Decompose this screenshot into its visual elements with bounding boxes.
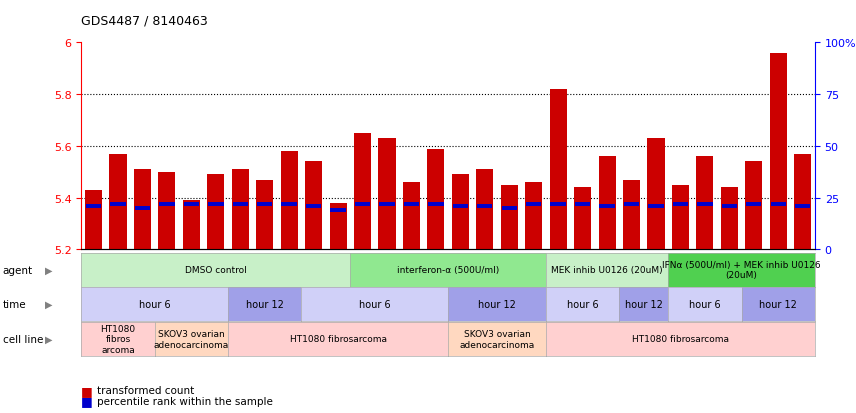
Bar [257, 203, 272, 206]
Text: ▶: ▶ [45, 299, 52, 309]
Bar [795, 205, 811, 208]
Bar [134, 170, 151, 250]
Bar [158, 173, 175, 250]
Text: MEK inhib U0126 (20uM): MEK inhib U0126 (20uM) [551, 266, 663, 275]
Bar [110, 203, 126, 206]
Bar [550, 203, 566, 206]
Bar [85, 190, 102, 250]
Bar [696, 157, 713, 250]
Bar [623, 180, 640, 250]
Bar [575, 203, 591, 206]
Bar [159, 203, 175, 206]
Bar [306, 205, 321, 208]
Bar [232, 170, 249, 250]
Bar [722, 205, 737, 208]
Text: interferon-α (500U/ml): interferon-α (500U/ml) [397, 266, 499, 275]
Bar [330, 209, 346, 212]
Bar [208, 203, 223, 206]
Bar [453, 205, 468, 208]
Bar [282, 203, 297, 206]
Bar [476, 170, 493, 250]
Text: hour 6: hour 6 [567, 299, 598, 309]
Bar [452, 175, 469, 250]
Bar [403, 183, 420, 250]
Bar [501, 185, 518, 250]
Bar [281, 152, 298, 250]
Bar [354, 134, 372, 250]
Text: hour 6: hour 6 [139, 299, 170, 309]
Bar [648, 205, 663, 208]
Bar [574, 188, 591, 250]
Bar [624, 203, 639, 206]
Bar [525, 183, 542, 250]
Bar [379, 203, 395, 206]
Bar [305, 162, 322, 250]
Bar [672, 185, 689, 250]
Bar [404, 203, 419, 206]
Text: ▶: ▶ [45, 334, 52, 344]
Text: ■: ■ [81, 394, 93, 407]
Bar [330, 204, 347, 250]
Bar [477, 205, 492, 208]
Bar [134, 207, 150, 210]
Text: GDS4487 / 8140463: GDS4487 / 8140463 [81, 14, 208, 27]
Bar [770, 54, 787, 250]
Bar [183, 201, 200, 250]
Text: SKOV3 ovarian
adenocarcinoma: SKOV3 ovarian adenocarcinoma [154, 330, 229, 349]
Text: percentile rank within the sample: percentile rank within the sample [97, 396, 272, 406]
Bar [184, 203, 199, 206]
Bar [256, 180, 273, 250]
Text: hour 6: hour 6 [359, 299, 390, 309]
Text: HT1080 fibrosarcoma: HT1080 fibrosarcoma [289, 335, 387, 344]
Text: ▶: ▶ [45, 265, 52, 275]
Bar [794, 154, 811, 250]
Bar [233, 203, 248, 206]
Text: hour 6: hour 6 [689, 299, 721, 309]
Bar [378, 139, 395, 250]
Text: DMSO control: DMSO control [185, 266, 247, 275]
Bar [721, 188, 738, 250]
Text: cell line: cell line [3, 334, 43, 344]
Text: hour 12: hour 12 [759, 299, 797, 309]
Bar [770, 203, 786, 206]
Bar [599, 205, 615, 208]
Bar [428, 203, 443, 206]
Bar [746, 203, 762, 206]
Bar [598, 157, 615, 250]
Text: ■: ■ [81, 384, 93, 397]
Bar [502, 207, 517, 210]
Text: HT1080 fibrosarcoma: HT1080 fibrosarcoma [632, 335, 729, 344]
Bar [647, 139, 664, 250]
Text: hour 12: hour 12 [625, 299, 663, 309]
Text: IFNα (500U/ml) + MEK inhib U0126
(20uM): IFNα (500U/ml) + MEK inhib U0126 (20uM) [663, 261, 821, 280]
Text: hour 12: hour 12 [479, 299, 516, 309]
Bar [427, 149, 444, 250]
Bar [207, 175, 224, 250]
Bar [550, 90, 567, 250]
Bar [673, 203, 688, 206]
Text: agent: agent [3, 265, 33, 275]
Text: hour 12: hour 12 [246, 299, 283, 309]
Bar [697, 203, 712, 206]
Bar [355, 203, 371, 206]
Text: HT1080
fibros
arcoma: HT1080 fibros arcoma [100, 324, 135, 354]
Text: time: time [3, 299, 27, 309]
Text: SKOV3 ovarian
adenocarcinoma: SKOV3 ovarian adenocarcinoma [460, 330, 535, 349]
Bar [86, 205, 101, 208]
Text: transformed count: transformed count [97, 385, 194, 395]
Bar [526, 203, 541, 206]
Bar [746, 162, 763, 250]
Bar [110, 154, 127, 250]
